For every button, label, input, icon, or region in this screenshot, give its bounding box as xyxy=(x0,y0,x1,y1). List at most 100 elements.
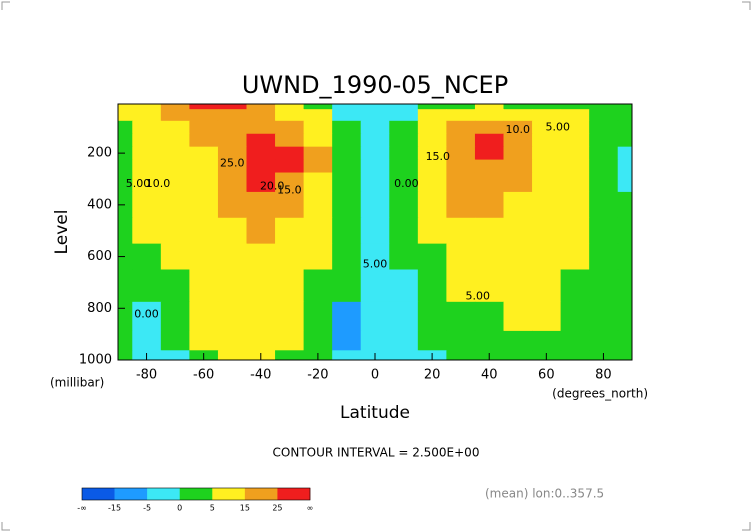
cell xyxy=(389,120,419,135)
cell xyxy=(503,159,533,174)
cell xyxy=(217,146,247,161)
cell xyxy=(189,109,219,122)
cell xyxy=(446,243,476,270)
cell xyxy=(275,301,305,332)
cell xyxy=(217,159,247,174)
colorbar-swatch xyxy=(212,488,246,500)
cell xyxy=(617,301,633,332)
cell xyxy=(589,133,619,148)
cell xyxy=(446,133,476,148)
contour-label: 0.00 xyxy=(394,177,419,190)
y-tick-label: 1000 xyxy=(79,353,112,368)
cell xyxy=(118,109,133,122)
cell xyxy=(246,159,276,174)
cell xyxy=(303,217,333,245)
cell xyxy=(275,330,305,351)
cell xyxy=(589,159,619,174)
cell xyxy=(560,243,590,270)
cell xyxy=(474,133,504,148)
cell xyxy=(417,120,447,135)
cell xyxy=(118,133,133,148)
cell xyxy=(389,133,419,148)
colorbar-swatch xyxy=(277,488,311,500)
cell xyxy=(189,217,219,245)
cell xyxy=(360,217,390,245)
cell xyxy=(217,133,247,148)
cell xyxy=(275,120,305,135)
cell xyxy=(417,243,447,270)
cell xyxy=(589,104,619,110)
cell xyxy=(275,243,305,270)
cell xyxy=(474,301,504,332)
cell xyxy=(503,104,533,110)
cell xyxy=(189,159,219,174)
cell xyxy=(560,191,590,219)
y-axis-unit: (millibar) xyxy=(50,376,104,390)
cell xyxy=(132,133,162,148)
cell xyxy=(303,104,333,110)
cell xyxy=(446,120,476,135)
cell xyxy=(446,191,476,219)
cell xyxy=(217,350,247,361)
cell xyxy=(389,146,419,161)
cell xyxy=(589,330,619,351)
cell xyxy=(303,120,333,135)
cell xyxy=(118,330,133,351)
cell xyxy=(446,159,476,174)
contour-label: 5.00 xyxy=(546,120,571,133)
cell xyxy=(589,172,619,193)
x-tick-label: 40 xyxy=(481,368,498,383)
cell xyxy=(275,109,305,122)
cell xyxy=(118,120,133,135)
contour-label: 25.0 xyxy=(220,156,245,169)
cell xyxy=(217,104,247,110)
x-tick-label: 0 xyxy=(371,368,379,383)
cell xyxy=(217,217,247,245)
cell xyxy=(503,133,533,148)
cell xyxy=(332,301,362,332)
cell xyxy=(303,109,333,122)
cell xyxy=(617,133,633,148)
cell xyxy=(246,217,276,245)
colorbar-swatch xyxy=(114,488,148,500)
cell xyxy=(474,120,504,135)
y-tick-label: 200 xyxy=(87,146,112,161)
cell xyxy=(446,217,476,245)
cell xyxy=(360,243,390,270)
overlay: -80 -60 -40 -20 0 20 40 60 80 200 400 600 800 1000 5.0… xyxy=(79,103,633,383)
cell xyxy=(132,330,162,351)
cell xyxy=(332,159,362,174)
colorbar-label: -15 xyxy=(108,504,121,513)
cell xyxy=(446,269,476,303)
colorbar-label: 25 xyxy=(272,504,282,513)
cell xyxy=(189,172,219,193)
contour-label: 5.00 xyxy=(126,177,151,190)
cell xyxy=(532,109,562,122)
note: (mean) lon:0..357.5 xyxy=(485,487,604,501)
cell xyxy=(389,301,419,332)
cell xyxy=(446,301,476,332)
cell xyxy=(503,330,533,351)
cell xyxy=(560,350,590,361)
x-axis-label: Latitude xyxy=(340,403,410,423)
cell xyxy=(246,146,276,161)
cell xyxy=(360,330,390,351)
cell xyxy=(160,120,190,135)
cell xyxy=(589,269,619,303)
cell xyxy=(446,146,476,161)
cell xyxy=(417,159,447,174)
cell xyxy=(118,104,133,110)
cell xyxy=(360,172,390,193)
cell xyxy=(417,146,447,161)
contour-label: 0.00 xyxy=(134,308,159,321)
cell xyxy=(617,159,633,174)
cell xyxy=(118,350,133,361)
cell xyxy=(132,120,162,135)
cell xyxy=(503,146,533,161)
colorbar-swatch xyxy=(179,488,213,500)
cell xyxy=(189,120,219,135)
cell xyxy=(589,301,619,332)
